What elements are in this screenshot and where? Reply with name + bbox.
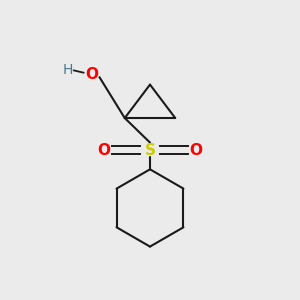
Text: S: S: [145, 142, 155, 158]
Text: O: O: [98, 142, 110, 158]
Text: O: O: [85, 67, 98, 82]
Text: H: H: [63, 63, 74, 77]
Text: O: O: [190, 142, 202, 158]
